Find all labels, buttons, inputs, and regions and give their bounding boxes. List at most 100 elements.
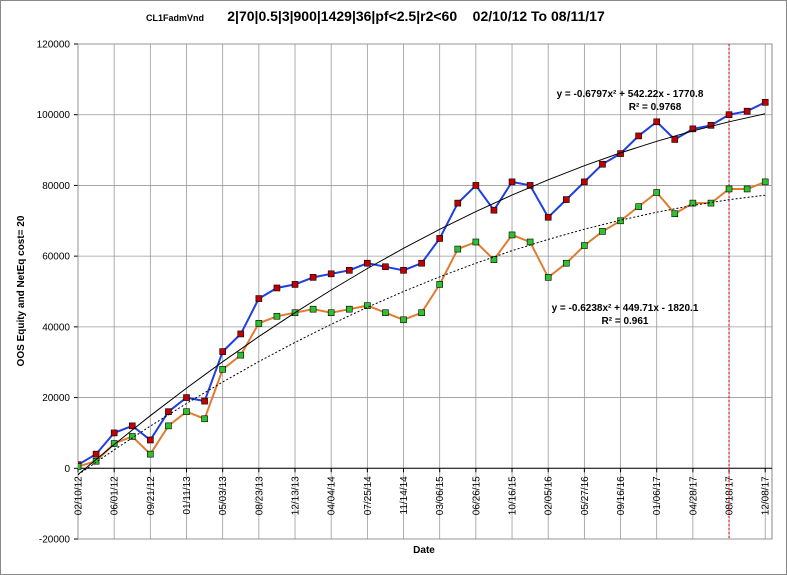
point-marker	[761, 178, 769, 186]
point-marker	[327, 270, 335, 278]
point-marker	[653, 189, 661, 196]
point-marker	[309, 274, 317, 281]
y-tick-label: 60000	[42, 252, 70, 263]
y-axis-title: OOS Equity and NetEq cost= 20	[16, 215, 27, 366]
y-tick-label: 100000	[37, 110, 71, 121]
point-marker	[725, 111, 733, 119]
point-marker	[653, 118, 661, 126]
trendline-equation: y = -0.6238x² + 449.71x - 1820.1	[552, 303, 699, 314]
point-marker	[400, 266, 407, 274]
x-tick-label: 03/06/15	[435, 476, 446, 515]
x-tick-label: 06/26/15	[471, 476, 482, 515]
point-marker	[78, 463, 82, 470]
point-marker	[508, 231, 516, 239]
trendline-equation: y = -0.6797x² + 542.22x - 1770.8	[557, 89, 704, 100]
y-tick-label: 120000	[37, 40, 71, 51]
point-marker	[110, 429, 118, 437]
point-marker	[490, 206, 498, 214]
plot-area	[77, 43, 773, 540]
point-marker	[743, 185, 751, 193]
x-tick-label: 01/06/17	[652, 476, 663, 515]
point-marker	[761, 99, 769, 106]
point-marker	[418, 259, 425, 267]
trendline-r2: R² = 0.961	[602, 316, 649, 327]
point-marker	[219, 365, 226, 373]
point-marker	[725, 185, 733, 193]
x-tick-label: 08/18/17	[725, 476, 736, 515]
x-tick-label: 02/10/12	[74, 476, 85, 515]
point-marker	[345, 266, 353, 274]
x-tick-label: 09/21/12	[146, 476, 157, 515]
x-tick-label: 11/14/14	[399, 476, 410, 515]
x-tick-label: 09/16/16	[616, 476, 627, 515]
point-marker	[382, 309, 389, 317]
point-marker	[544, 213, 552, 221]
x-axis-title: Date	[413, 545, 435, 556]
point-marker	[544, 274, 552, 281]
point-marker	[635, 203, 642, 210]
point-marker	[562, 196, 570, 203]
x-tick-label: 05/03/13	[218, 476, 229, 515]
point-marker	[418, 309, 425, 317]
point-marker	[92, 450, 100, 458]
point-marker	[436, 235, 443, 242]
x-tick-label: 10/16/15	[508, 476, 519, 515]
point-marker	[291, 281, 299, 288]
point-marker	[454, 199, 462, 207]
point-marker	[237, 330, 245, 338]
point-marker	[400, 316, 407, 324]
point-marker	[110, 440, 118, 447]
point-marker	[635, 132, 642, 140]
point-marker	[237, 351, 245, 359]
x-tick-label: 12/13/13	[291, 476, 302, 515]
point-marker	[472, 182, 480, 189]
point-marker	[526, 238, 534, 246]
x-tick-label: 12/08/17	[761, 476, 772, 515]
x-tick-label: 05/27/16	[580, 476, 591, 515]
point-marker	[382, 263, 389, 271]
point-marker	[581, 242, 588, 249]
point-marker	[201, 415, 208, 423]
point-marker	[526, 182, 534, 189]
x-tick-label: 04/28/17	[688, 476, 699, 515]
point-marker	[255, 320, 263, 327]
point-marker	[436, 281, 443, 288]
point-marker	[273, 312, 281, 320]
point-marker	[490, 256, 498, 263]
x-tick-label: 04/04/14	[327, 476, 338, 515]
y-tick-label: 20000	[42, 393, 70, 404]
point-marker	[147, 450, 154, 458]
point-marker	[472, 238, 480, 246]
point-marker	[689, 199, 697, 207]
x-tick-label: 08/23/13	[254, 476, 265, 515]
chart-title: 2|70|0.5|3|900|1429|36|pf<2.5|r2<60 02/1…	[227, 8, 605, 24]
point-marker	[364, 302, 371, 309]
point-marker	[671, 210, 679, 218]
point-marker	[255, 295, 263, 302]
point-marker	[165, 422, 172, 430]
point-marker	[364, 259, 371, 267]
x-tick-label: 07/25/14	[363, 476, 374, 515]
point-marker	[147, 436, 154, 444]
point-marker	[273, 284, 281, 292]
point-marker	[599, 228, 606, 235]
plot-content	[78, 99, 769, 476]
point-marker	[617, 217, 624, 225]
point-marker	[219, 348, 226, 355]
point-marker	[128, 422, 136, 430]
trendline	[78, 194, 766, 476]
point-marker	[508, 178, 516, 186]
y-tick-label: 80000	[42, 181, 70, 192]
point-marker	[562, 259, 570, 267]
point-marker	[165, 408, 172, 416]
point-marker	[689, 125, 697, 133]
chart-supertitle: CL1FadmVnd	[146, 13, 204, 23]
y-tick-label: 40000	[42, 322, 70, 333]
x-tick-label: 01/11/13	[182, 476, 193, 515]
point-marker	[454, 245, 462, 253]
point-marker	[327, 309, 335, 317]
point-marker	[743, 107, 751, 115]
y-tick-label: -20000	[39, 535, 71, 546]
trendline	[78, 113, 766, 475]
y-tick-label: 0	[64, 464, 70, 475]
